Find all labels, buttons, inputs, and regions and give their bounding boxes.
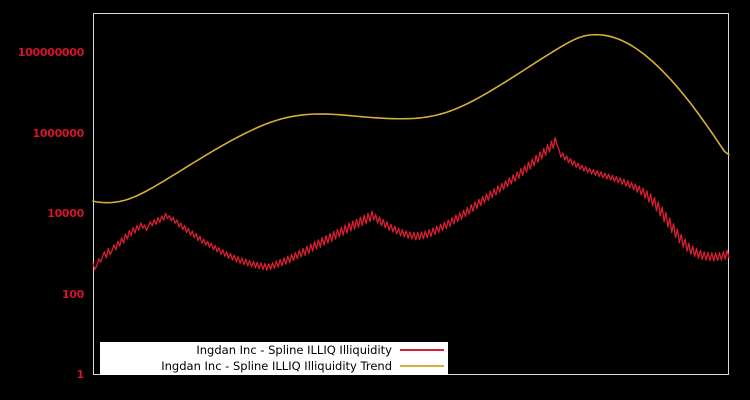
y-axis-tick-1: 1 [76,368,85,381]
series-line-trend [92,33,730,204]
y-axis-tick-100000000: 100000000 [17,46,84,60]
y-axis-tick-10000: 10000 [47,207,84,221]
chart-legend[interactable]: Ingdan Inc - Spline ILLIQ Illiquidity In… [100,342,448,375]
legend-label-trend: Ingdan Inc - Spline ILLIQ Illiquidity Tr… [161,359,392,373]
legend-swatch-trend [400,365,444,367]
y-axis-tick-100: 100 [61,287,84,301]
legend-label-illiquidity: Ingdan Inc - Spline ILLIQ Illiquidity [196,343,392,357]
legend-entry-illiquidity[interactable]: Ingdan Inc - Spline ILLIQ Illiquidity [100,342,448,358]
series-line-illiquidity [92,136,730,271]
plot-area-frame [93,13,729,375]
series-paths [92,33,730,271]
legend-entry-trend[interactable]: Ingdan Inc - Spline ILLIQ Illiquidity Tr… [100,358,448,374]
legend-swatch-illiquidity [400,349,444,351]
y-axis-tick-1000000: 1000000 [32,126,85,140]
